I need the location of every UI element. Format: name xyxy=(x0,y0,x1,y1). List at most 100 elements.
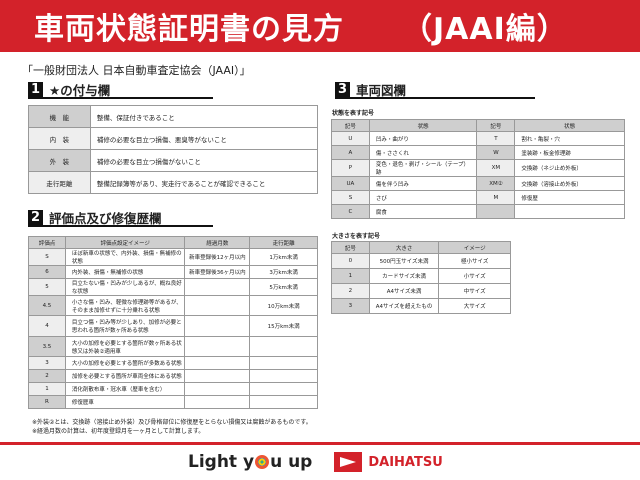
column-header: 大きさ xyxy=(368,241,440,254)
column-header: 記号 xyxy=(331,119,370,132)
section-number: 2 xyxy=(28,210,43,225)
table-cell xyxy=(514,204,625,219)
star-table: 機 能整備、保証付きであること内 装補修の必要な目立つ損傷、悪臭等がないこと外 … xyxy=(28,105,319,194)
table-cell: 大小の加修を必要とする箇所が数ヶ所ある状態又は外装②適用車 xyxy=(64,336,186,357)
table-row: 0 500円玉サイズ未満 極小サイズ xyxy=(331,253,511,269)
organization-name: 「一般財団法人 日本自動車査定協会（JAAI）」 xyxy=(22,64,251,77)
table-cell: R xyxy=(28,395,66,409)
table-cell xyxy=(184,336,251,357)
section1-heading: 1 ★の付与欄 xyxy=(28,82,213,99)
table-row: 3 大小の加修を必要とする箇所が多数ある状態 xyxy=(28,356,318,370)
table-cell: XM② xyxy=(476,176,516,191)
table-cell xyxy=(184,315,251,337)
table-row: UA 傷を伴う凹み XM② 交換跡（溶接止め外板） xyxy=(331,176,625,191)
column-header: 走行距離 xyxy=(249,236,318,249)
table-row: R 修復歴車 xyxy=(28,395,318,409)
table-cell: 6 xyxy=(28,265,66,279)
table-cell: XM xyxy=(476,159,516,177)
table-row: P 変色・退色・剥げ・シール（テープ）跡 XM 交換跡（ネジ止め外板） xyxy=(331,159,625,177)
table-row: 2 A4サイズ未満 中サイズ xyxy=(331,283,511,299)
table-cell xyxy=(476,204,516,219)
column-header: 状態 xyxy=(514,119,625,132)
table-cell: A xyxy=(331,145,370,160)
table-row: 1 カードサイズ未満 小サイズ xyxy=(331,268,511,284)
header-row: 記号 大きさ イメージ xyxy=(331,241,511,254)
section-title: 評価点及び修復歴欄 xyxy=(49,211,162,226)
table-cell: P xyxy=(331,159,370,177)
table-cell: 割れ・亀裂・穴 xyxy=(514,131,625,146)
table-cell: 塗装跡・板金修理跡 xyxy=(514,145,625,160)
table-cell: 交換跡（溶接止め外板） xyxy=(514,176,625,191)
table-row: A 傷・ささくれ W 塗装跡・板金修理跡 xyxy=(331,145,625,160)
table-cell: M xyxy=(476,190,516,205)
table-cell: 傷を伴う凹み xyxy=(368,176,478,191)
table-cell: 大小の加修を必要とする箇所が多数ある状態 xyxy=(64,356,186,370)
state-table: 記号 状態 記号 状態 U 凹み・曲がり T 割れ・亀裂・穴 A 傷・ささくれ W 塗装跡・板金修理跡… xyxy=(331,119,625,219)
column-header: 評価点設定イメージ xyxy=(64,236,186,249)
circle-logo-icon xyxy=(255,455,270,469)
table-cell: 消化剤散布車・冠水車（歴車を含む） xyxy=(64,382,186,396)
table-cell: S xyxy=(28,248,66,266)
page-title: 車両状態証明書の見方 xyxy=(34,12,344,47)
table-cell: 500円玉サイズ未満 xyxy=(368,253,440,269)
table-cell: 10万km未満 xyxy=(249,295,318,316)
table-cell xyxy=(184,382,251,396)
size-table: 記号 大きさ イメージ 0 500円玉サイズ未満 極小サイズ 1 カードサイズ未満 小サイズ 2 A… xyxy=(331,241,511,314)
table-cell: 新車登録後12ヶ月以内 xyxy=(184,248,251,266)
column-header: 評価点 xyxy=(28,236,66,249)
table-cell: 補修の必要な目立つ損傷がないこと xyxy=(89,149,319,172)
table-row: 4.5 小さな傷・凹み、軽微な修理跡等があるが、そのまま加修せずに十分乗れる状態 1… xyxy=(28,295,318,316)
table-row: 4 目立つ傷・凹み等が少しあり、加修が必要と思われる箇所が数ヶ所ある状態 15万km… xyxy=(28,315,318,337)
table-cell: 変色・退色・剥げ・シール（テープ）跡 xyxy=(368,159,478,177)
table-cell xyxy=(249,395,318,409)
table-cell: 小さな傷・凹み、軽微な修理跡等があるが、そのまま加修せずに十分乗れる状態 xyxy=(64,295,186,316)
table-cell: 0 xyxy=(331,253,370,269)
table-row: 6 内外装、損傷・無補修の状態 新車登録後36ヶ月以内 3万km未満 xyxy=(28,265,318,279)
table-row: 走行距離 整備記録簿等があり、実走行であることが確認できること xyxy=(28,171,319,194)
table-row: 2 加修を必要とする箇所が車両全体にある状態 xyxy=(28,369,318,383)
note: ※経過月数の計算は、初年度登録月を一ヶ月として計算します。 xyxy=(32,428,205,435)
table-cell: カードサイズ未満 xyxy=(368,268,440,284)
table-cell: 内 装 xyxy=(28,127,91,150)
table-cell xyxy=(249,382,318,396)
table-cell: 4 xyxy=(28,315,66,337)
title-banner: 車両状態証明書の見方 （JAAI編） xyxy=(0,0,640,52)
table-cell: 加修を必要とする箇所が車両全体にある状態 xyxy=(64,369,186,383)
table-cell: 2 xyxy=(331,283,370,299)
table-row: 3 A4サイズを超えたもの 大サイズ xyxy=(331,298,511,314)
table-cell: 内外装、損傷・無補修の状態 xyxy=(64,265,186,279)
table-row: 内 装補修の必要な目立つ損傷、悪臭等がないこと xyxy=(28,127,319,150)
table-cell: 15万km未満 xyxy=(249,315,318,337)
table-cell xyxy=(184,395,251,409)
table-cell: 2 xyxy=(28,369,66,383)
table-row: S ほぼ新車の状態で、内外装、損傷・無補修の状態 新車登録後12ヶ月以内 1万km未満 xyxy=(28,248,318,266)
brand-name: DAIHATSU xyxy=(368,454,443,470)
state-caption: 状態を表す記号 xyxy=(332,110,375,117)
table-row: 1 消化剤散布車・冠水車（歴車を含む） xyxy=(28,382,318,396)
table-cell: ほぼ新車の状態で、内外装、損傷・無補修の状態 xyxy=(64,248,186,266)
table-cell: 目立つ傷・凹み等が少しあり、加修が必要と思われる箇所が数ヶ所ある状態 xyxy=(64,315,186,337)
column-header: 経過月数 xyxy=(184,236,251,249)
table-cell: 外 装 xyxy=(28,149,91,172)
table-row: 外 装補修の必要な目立つ損傷がないこと xyxy=(28,149,319,172)
table-cell: 凹み・曲がり xyxy=(368,131,478,146)
table-cell: 5万km未満 xyxy=(249,278,318,296)
header-row: 記号 状態 記号 状態 xyxy=(331,119,625,132)
table-cell: C xyxy=(331,204,370,219)
table-cell xyxy=(184,278,251,296)
section-number: 3 xyxy=(335,82,350,97)
section-title: ★の付与欄 xyxy=(49,83,111,98)
table-cell xyxy=(249,369,318,383)
table-cell: 修復歴 xyxy=(514,190,625,205)
column-header: 記号 xyxy=(331,241,370,254)
table-cell: 走行距離 xyxy=(28,171,91,194)
table-cell: 腐食 xyxy=(368,204,478,219)
page-subtitle: （JAAI編） xyxy=(402,12,568,47)
table-cell: 1 xyxy=(28,382,66,396)
column-header: イメージ xyxy=(438,241,511,254)
section2-heading: 2 評価点及び修復歴欄 xyxy=(28,210,213,227)
table-row: S さび M 修復歴 xyxy=(331,190,625,205)
table-cell: W xyxy=(476,145,516,160)
table-row: 機 能整備、保証付きであること xyxy=(28,105,319,128)
